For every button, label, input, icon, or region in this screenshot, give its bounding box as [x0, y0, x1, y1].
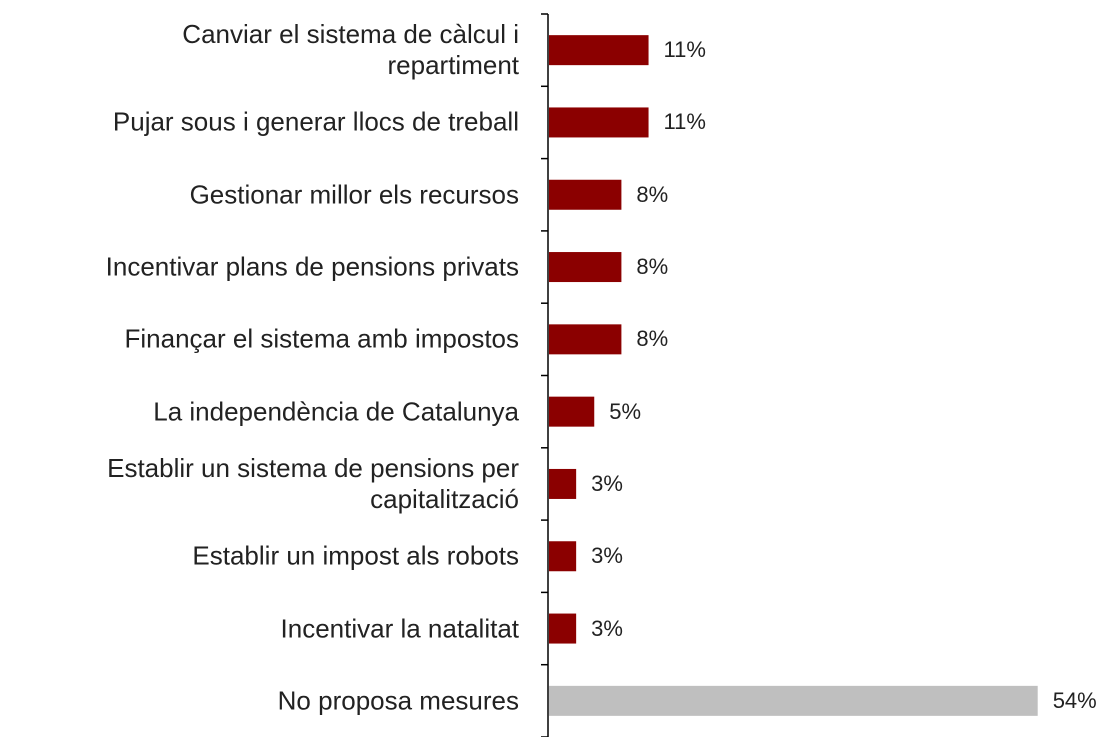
bar: [549, 179, 622, 210]
category-label: Pujar sous i generar llocs de treball: [112, 106, 519, 137]
value-label: 11%: [663, 109, 706, 135]
category-label: Canviar el sistema de càlcul i repartime…: [182, 19, 519, 81]
value-label: 8%: [636, 254, 669, 280]
value-label: 5%: [609, 398, 642, 424]
category-label: No proposa mesures: [277, 685, 519, 716]
value-label: 3%: [591, 543, 623, 569]
value-label: 11%: [663, 37, 706, 63]
bar: [549, 468, 577, 499]
category-label: Finançar el sistema amb impostos: [124, 323, 519, 354]
bar: [549, 252, 622, 283]
value-label: 8%: [636, 326, 669, 352]
category-label: La independència de Catalunya: [153, 396, 519, 427]
value-label: 3%: [591, 470, 623, 496]
bar: [549, 685, 1038, 716]
category-label: Establir un impost als robots: [192, 540, 519, 571]
bar: [549, 396, 595, 427]
bar: [549, 324, 622, 355]
bar: [549, 541, 577, 572]
bar: [549, 107, 649, 138]
category-label: Establir un sistema de pensions per capi…: [107, 452, 519, 514]
value-label: 54%: [1052, 687, 1097, 713]
bar: [549, 613, 577, 644]
value-label: 3%: [591, 615, 623, 641]
category-label: Incentivar plans de pensions privats: [105, 251, 519, 282]
category-label: Incentivar la natalitat: [280, 613, 519, 644]
value-label: 8%: [636, 181, 669, 207]
bar: [549, 35, 649, 66]
category-label: Gestionar millor els recursos: [189, 179, 519, 210]
